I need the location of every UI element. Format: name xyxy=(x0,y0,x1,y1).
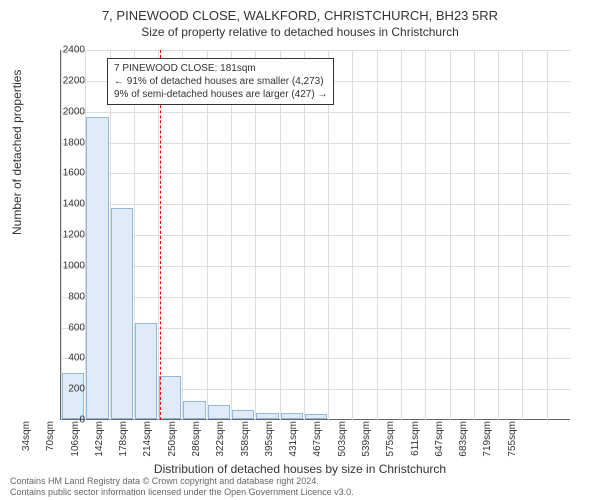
x-tick-label: 106sqm xyxy=(70,421,81,466)
x-tick-label: 70sqm xyxy=(45,421,56,466)
x-tick-label: 539sqm xyxy=(361,421,372,466)
plot-area: 7 PINEWOOD CLOSE: 181sqm← 91% of detache… xyxy=(60,50,570,420)
histogram-bar xyxy=(208,405,230,419)
grid-line-h xyxy=(61,266,571,267)
x-tick-label: 683sqm xyxy=(458,421,469,466)
reference-line xyxy=(160,50,161,420)
histogram-bar xyxy=(183,401,205,420)
x-tick-label: 575sqm xyxy=(385,421,396,466)
x-tick-label: 719sqm xyxy=(482,421,493,466)
grid-line-h xyxy=(61,173,571,174)
x-tick-label: 647sqm xyxy=(434,421,445,466)
y-tick-label: 2000 xyxy=(45,106,85,117)
chart-container: 7 PINEWOOD CLOSE: 181sqm← 91% of detache… xyxy=(60,50,570,420)
grid-line-v xyxy=(498,50,499,420)
y-tick-label: 1400 xyxy=(45,199,85,210)
footer-line2: Contains public sector information licen… xyxy=(10,487,354,498)
histogram-bar xyxy=(111,208,133,419)
footer-attribution: Contains HM Land Registry data © Crown c… xyxy=(10,476,354,498)
x-tick-label: 431sqm xyxy=(288,421,299,466)
histogram-bar xyxy=(305,414,327,419)
grid-line-v xyxy=(207,50,208,420)
x-tick-label: 395sqm xyxy=(264,421,275,466)
grid-line-v xyxy=(352,50,353,420)
y-tick-label: 1200 xyxy=(45,230,85,241)
histogram-bar xyxy=(232,410,254,419)
x-tick-label: 755sqm xyxy=(507,421,518,466)
y-tick-label: 1000 xyxy=(45,260,85,271)
grid-line-h xyxy=(61,143,571,144)
annotation-line1: 7 PINEWOOD CLOSE: 181sqm xyxy=(114,62,327,75)
grid-line-v xyxy=(328,50,329,420)
annotation-line3: 9% of semi-detached houses are larger (4… xyxy=(114,88,327,101)
y-tick-label: 2200 xyxy=(45,75,85,86)
x-tick-label: 178sqm xyxy=(118,421,129,466)
histogram-bar xyxy=(256,413,278,419)
x-tick-label: 142sqm xyxy=(94,421,105,466)
grid-line-h xyxy=(61,50,571,51)
chart-title-sub: Size of property relative to detached ho… xyxy=(0,23,600,39)
annotation-line2: ← 91% of detached houses are smaller (4,… xyxy=(114,75,327,88)
grid-line-v xyxy=(401,50,402,420)
grid-line-v xyxy=(182,50,183,420)
histogram-bar xyxy=(86,117,108,419)
y-tick-label: 400 xyxy=(45,353,85,364)
grid-line-v xyxy=(304,50,305,420)
grid-line-v xyxy=(547,50,548,420)
x-tick-label: 250sqm xyxy=(167,421,178,466)
grid-line-v xyxy=(522,50,523,420)
x-tick-label: 503sqm xyxy=(337,421,348,466)
grid-line-v xyxy=(231,50,232,420)
grid-line-h xyxy=(61,112,571,113)
grid-line-v xyxy=(255,50,256,420)
y-tick-label: 1800 xyxy=(45,137,85,148)
x-tick-label: 611sqm xyxy=(410,421,421,466)
histogram-bar xyxy=(281,413,303,419)
x-tick-label: 322sqm xyxy=(215,421,226,466)
grid-line-v xyxy=(450,50,451,420)
grid-line-v xyxy=(377,50,378,420)
y-tick-label: 2400 xyxy=(45,45,85,56)
grid-line-v xyxy=(158,50,159,420)
grid-line-h xyxy=(61,204,571,205)
x-tick-label: 34sqm xyxy=(21,421,32,466)
annotation-box: 7 PINEWOOD CLOSE: 181sqm← 91% of detache… xyxy=(107,58,334,105)
grid-line-h xyxy=(61,235,571,236)
y-tick-label: 200 xyxy=(45,384,85,395)
y-axis-title: Number of detached properties xyxy=(10,70,24,235)
y-tick-label: 800 xyxy=(45,291,85,302)
grid-line-v xyxy=(280,50,281,420)
x-tick-label: 358sqm xyxy=(240,421,251,466)
grid-line-v xyxy=(425,50,426,420)
y-tick-label: 1600 xyxy=(45,168,85,179)
chart-title-main: 7, PINEWOOD CLOSE, WALKFORD, CHRISTCHURC… xyxy=(0,0,600,23)
histogram-bar xyxy=(135,323,157,419)
x-tick-label: 214sqm xyxy=(142,421,153,466)
x-tick-label: 467sqm xyxy=(312,421,323,466)
grid-line-h xyxy=(61,297,571,298)
histogram-bar xyxy=(159,376,181,419)
footer-line1: Contains HM Land Registry data © Crown c… xyxy=(10,476,354,487)
y-tick-label: 600 xyxy=(45,322,85,333)
x-tick-label: 286sqm xyxy=(191,421,202,466)
grid-line-v xyxy=(474,50,475,420)
histogram-bar xyxy=(62,373,84,419)
